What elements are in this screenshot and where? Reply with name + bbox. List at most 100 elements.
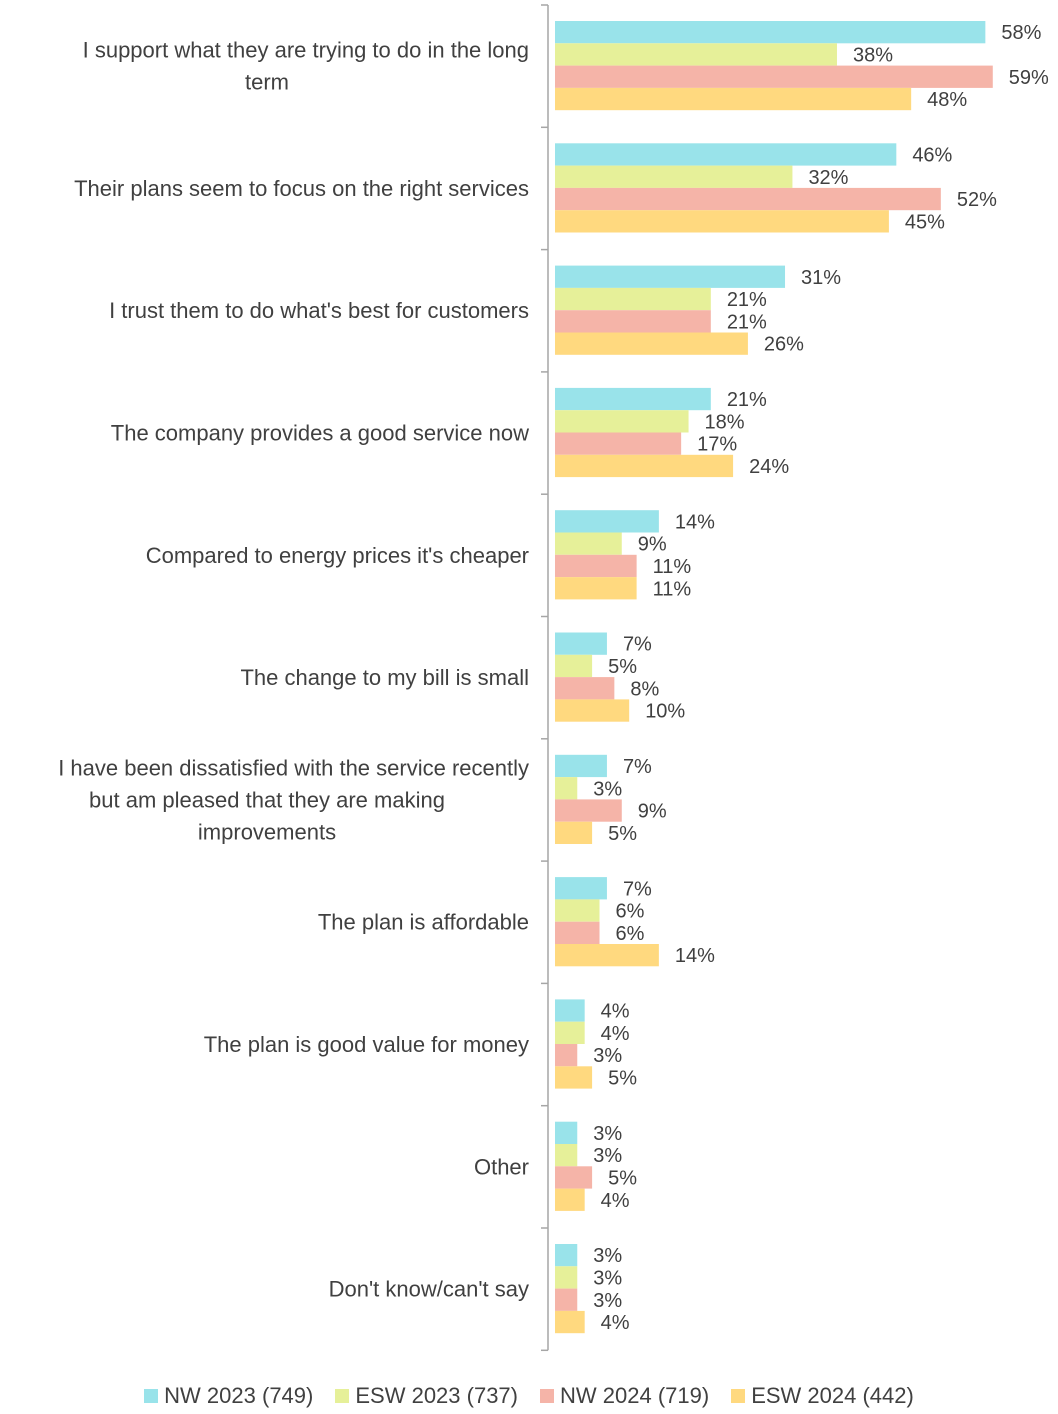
data-label-4-0: 14%: [675, 511, 715, 533]
bar-0-0: [555, 21, 986, 44]
bar-3-1: [555, 410, 689, 433]
bar-3-2: [555, 432, 682, 455]
category-label-2-line-0: I trust them to do what's best for custo…: [109, 298, 529, 323]
legend-label-2: NW 2024 (719): [560, 1383, 710, 1408]
bar-6-0: [555, 754, 607, 778]
category-label-6-line-2: improvements: [198, 819, 336, 844]
bar-10-3: [555, 1310, 585, 1334]
data-label-9-3: 4%: [601, 1190, 630, 1212]
data-label-0-0: 58%: [1001, 22, 1041, 44]
data-label-8-1: 4%: [601, 1023, 630, 1045]
bar-8-0: [555, 999, 585, 1022]
bar-8-1: [555, 1021, 585, 1044]
data-label-7-0: 7%: [623, 878, 652, 900]
data-label-10-2: 3%: [593, 1290, 622, 1312]
bar-7-0: [555, 877, 607, 900]
data-label-9-0: 3%: [593, 1123, 622, 1145]
data-label-3-0: 21%: [727, 389, 767, 411]
data-label-4-1: 9%: [638, 534, 667, 556]
bar-4-3: [555, 577, 637, 600]
data-label-7-3: 14%: [675, 945, 715, 967]
bar-2-0: [555, 265, 786, 288]
data-label-6-2: 9%: [638, 801, 667, 823]
data-label-2-1: 21%: [727, 289, 767, 311]
data-label-7-2: 6%: [616, 923, 645, 945]
bar-9-2: [555, 1166, 593, 1189]
bar-6-1: [555, 777, 578, 800]
bar-1-3: [555, 210, 889, 233]
legend-item-3: ESW 2024 (442): [731, 1383, 914, 1409]
legend-item-2: NW 2024 (719): [540, 1383, 709, 1409]
data-label-4-2: 11%: [653, 556, 692, 578]
data-label-10-0: 3%: [593, 1245, 622, 1267]
category-label-6-line-1: but am pleased that they are making: [89, 787, 445, 812]
bar-4-2: [555, 554, 637, 578]
data-label-10-1: 3%: [593, 1267, 622, 1289]
data-label-3-1: 18%: [705, 411, 745, 433]
bar-2-3: [555, 332, 748, 355]
data-label-9-1: 3%: [593, 1145, 622, 1167]
bars-group: [555, 21, 993, 1334]
bar-4-0: [555, 510, 659, 533]
bar-9-1: [555, 1144, 578, 1167]
value-labels-group: 58%38%59%48%46%32%52%45%31%21%21%26%21%1…: [593, 22, 1049, 1334]
bar-2-2: [555, 310, 711, 333]
bar-9-3: [555, 1188, 585, 1211]
data-label-7-1: 6%: [616, 901, 645, 923]
category-label-0-line-1: term: [245, 70, 289, 95]
data-label-10-3: 4%: [601, 1312, 630, 1334]
bar-7-1: [555, 899, 600, 922]
data-label-1-2: 52%: [957, 189, 997, 211]
bar-8-3: [555, 1066, 593, 1089]
category-label-7-line-0: The plan is affordable: [318, 910, 529, 935]
legend-swatch-1: [335, 1389, 350, 1403]
bar-6-3: [555, 821, 593, 844]
bar-9-0: [555, 1121, 578, 1144]
legend-label-3: ESW 2024 (442): [751, 1383, 914, 1408]
data-label-6-3: 5%: [608, 823, 637, 845]
bar-8-2: [555, 1044, 578, 1067]
bar-1-0: [555, 143, 897, 166]
category-label-10-line-0: Don't know/can't say: [329, 1277, 529, 1302]
category-label-4-line-0: Compared to energy prices it's cheaper: [146, 543, 529, 568]
legend-swatch-0: [144, 1389, 159, 1403]
bar-7-2: [555, 921, 600, 944]
legend-label-1: ESW 2023 (737): [355, 1383, 518, 1408]
data-label-0-1: 38%: [853, 44, 893, 66]
data-label-1-0: 46%: [912, 144, 952, 166]
data-label-1-3: 45%: [905, 211, 945, 233]
legend-swatch-3: [731, 1389, 746, 1403]
legend-item-1: ESW 2023 (737): [335, 1383, 518, 1409]
bar-7-3: [555, 944, 659, 967]
bar-0-3: [555, 87, 912, 111]
data-label-3-2: 17%: [697, 434, 737, 456]
bar-6-2: [555, 799, 622, 822]
category-label-9-line-0: Other: [474, 1154, 529, 1179]
category-labels-group: I support what they are trying to do in …: [58, 38, 529, 1302]
category-label-1-line-0: Their plans seem to focus on the right s…: [74, 176, 529, 201]
category-axis: [541, 4, 549, 1352]
data-label-0-2: 59%: [1009, 67, 1049, 89]
bar-1-1: [555, 165, 793, 188]
category-label-0-line-0: I support what they are trying to do in …: [83, 38, 529, 63]
data-label-5-0: 7%: [623, 634, 652, 656]
bar-4-1: [555, 532, 622, 555]
data-label-8-0: 4%: [601, 1001, 630, 1023]
legend: NW 2023 (749) ESW 2023 (737) NW 2024 (719)…: [0, 1378, 1058, 1414]
data-label-9-2: 5%: [608, 1167, 637, 1189]
data-label-1-1: 32%: [808, 167, 848, 189]
bar-3-0: [555, 387, 711, 411]
bar-10-2: [555, 1288, 578, 1311]
chart: 58%38%59%48%46%32%52%45%31%21%21%26%21%1…: [58, 4, 1049, 1352]
legend-item-0: NW 2023 (749): [144, 1383, 313, 1409]
data-label-5-3: 10%: [645, 701, 685, 723]
bar-10-1: [555, 1266, 578, 1289]
data-label-2-0: 31%: [801, 267, 841, 289]
bar-10-0: [555, 1244, 578, 1267]
data-label-2-3: 26%: [764, 334, 804, 356]
category-label-8-line-0: The plan is good value for money: [204, 1032, 529, 1057]
data-label-4-3: 11%: [653, 578, 692, 600]
bar-5-1: [555, 654, 593, 678]
data-label-8-2: 3%: [593, 1045, 622, 1067]
bar-5-3: [555, 699, 630, 722]
